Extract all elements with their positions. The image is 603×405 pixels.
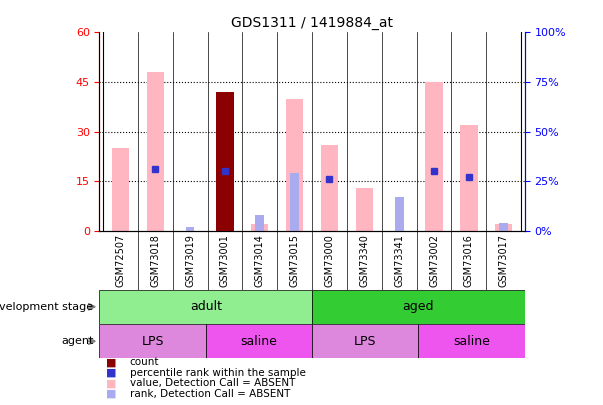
Text: GSM73018: GSM73018 xyxy=(150,234,160,287)
Text: LPS: LPS xyxy=(141,335,164,348)
Text: GSM73000: GSM73000 xyxy=(324,234,335,287)
Text: development stage: development stage xyxy=(0,302,93,312)
Text: GSM72507: GSM72507 xyxy=(115,234,125,287)
Bar xyxy=(290,173,299,231)
Bar xyxy=(495,224,513,231)
Bar xyxy=(216,92,233,231)
Text: ■: ■ xyxy=(106,378,116,388)
Bar xyxy=(206,324,312,358)
Text: adult: adult xyxy=(190,300,222,313)
Text: LPS: LPS xyxy=(354,335,376,348)
Text: saline: saline xyxy=(241,335,277,348)
Bar xyxy=(99,324,206,358)
Text: aged: aged xyxy=(403,300,434,313)
Text: GSM73016: GSM73016 xyxy=(464,234,474,287)
Text: saline: saline xyxy=(453,335,490,348)
Title: GDS1311 / 1419884_at: GDS1311 / 1419884_at xyxy=(231,16,393,30)
Bar xyxy=(312,324,418,358)
Text: GSM73340: GSM73340 xyxy=(359,234,369,287)
Text: GSM73017: GSM73017 xyxy=(499,234,509,287)
Text: ■: ■ xyxy=(106,388,116,399)
Text: GSM73014: GSM73014 xyxy=(255,234,265,287)
Bar xyxy=(425,82,443,231)
Text: GSM73001: GSM73001 xyxy=(220,234,230,287)
Bar xyxy=(286,98,303,231)
Bar xyxy=(186,227,194,231)
Bar xyxy=(251,224,268,231)
Bar xyxy=(499,223,508,231)
Text: GSM73015: GSM73015 xyxy=(289,234,300,287)
Text: value, Detection Call = ABSENT: value, Detection Call = ABSENT xyxy=(130,378,295,388)
Text: GSM73002: GSM73002 xyxy=(429,234,439,287)
Bar xyxy=(460,125,478,231)
Bar xyxy=(256,215,264,231)
Bar xyxy=(312,290,525,324)
Bar xyxy=(112,148,129,231)
Bar xyxy=(356,188,373,231)
Text: ■: ■ xyxy=(106,368,116,378)
Text: GSM73019: GSM73019 xyxy=(185,234,195,287)
Text: rank, Detection Call = ABSENT: rank, Detection Call = ABSENT xyxy=(130,388,290,399)
Bar xyxy=(321,145,338,231)
Text: count: count xyxy=(130,358,159,367)
Bar xyxy=(99,290,312,324)
Text: ■: ■ xyxy=(106,358,116,367)
Bar xyxy=(418,324,525,358)
Text: percentile rank within the sample: percentile rank within the sample xyxy=(130,368,306,378)
Text: GSM73341: GSM73341 xyxy=(394,234,404,287)
Bar xyxy=(395,197,403,231)
Bar xyxy=(147,72,164,231)
Text: agent: agent xyxy=(61,336,93,346)
